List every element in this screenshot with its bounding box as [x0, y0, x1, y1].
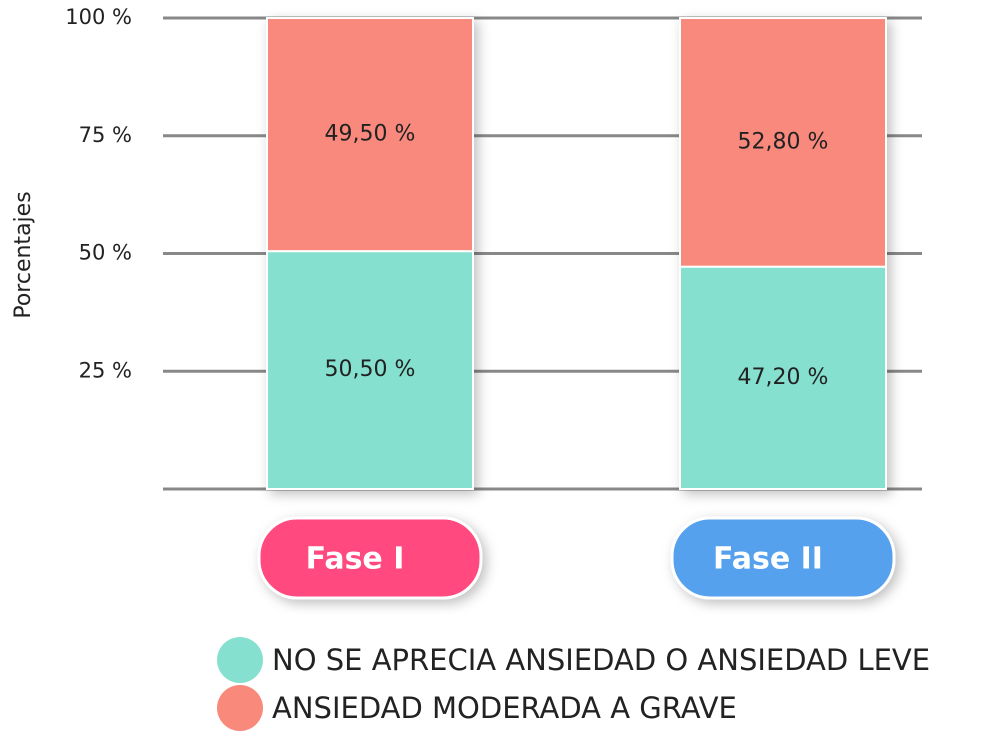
legend-swatch	[217, 637, 263, 683]
bar-segment	[266, 250, 474, 490]
y-tick-label: 75 %	[79, 123, 132, 147]
value-label: 52,80 %	[738, 129, 829, 154]
legend-label: ANSIEDAD MODERADA A GRAVE	[272, 691, 737, 725]
bar-stack	[679, 17, 887, 490]
bar-stack	[266, 17, 474, 490]
bar-segment	[679, 17, 887, 268]
value-label: 49,50 %	[325, 122, 416, 147]
category-pill	[257, 516, 483, 600]
category-pill	[670, 516, 896, 600]
y-tick-label: 50 %	[79, 241, 132, 265]
value-label: 47,20 %	[738, 365, 829, 390]
legend-label: NO SE APRECIA ANSIEDAD O ANSIEDAD LEVE	[272, 643, 930, 677]
x-tick-label: Fase II	[713, 542, 823, 577]
y-tick-label: 25 %	[79, 358, 132, 382]
y-axis-label: Porcentajes	[11, 191, 36, 318]
y-tick-label: 100 %	[65, 5, 132, 29]
bar-segment	[266, 17, 474, 253]
value-label: 50,50 %	[325, 357, 416, 382]
bar-segment	[679, 265, 887, 490]
legend-swatch	[217, 685, 263, 731]
x-tick-label: Fase I	[306, 542, 405, 577]
